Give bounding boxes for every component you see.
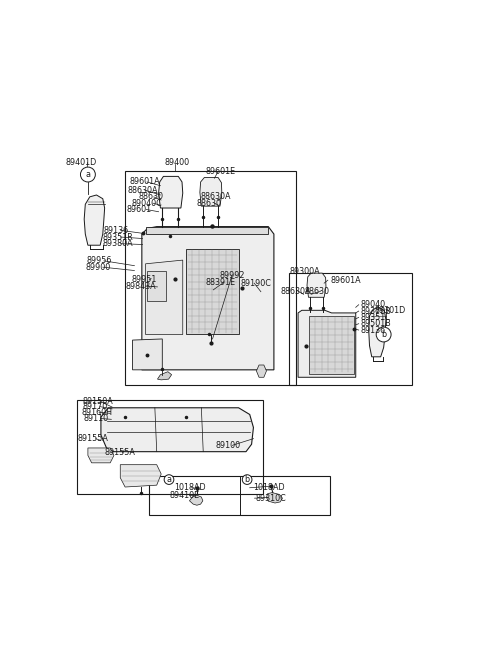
Text: 89380A: 89380A	[103, 239, 133, 248]
Polygon shape	[132, 339, 162, 370]
Bar	[134, 343, 160, 368]
Polygon shape	[266, 493, 282, 503]
Polygon shape	[298, 310, 356, 377]
Text: 1018AD: 1018AD	[175, 483, 206, 493]
Polygon shape	[190, 495, 203, 505]
Text: 89136: 89136	[360, 326, 386, 335]
Text: 89601: 89601	[127, 205, 152, 214]
Text: 89992: 89992	[219, 271, 245, 280]
Polygon shape	[157, 371, 172, 380]
Polygon shape	[200, 178, 222, 206]
Text: 89410E: 89410E	[170, 491, 200, 500]
Text: 88630A: 88630A	[281, 287, 312, 296]
Text: 89190C: 89190C	[240, 278, 271, 288]
Text: 89160H: 89160H	[81, 408, 112, 417]
Circle shape	[164, 475, 174, 485]
Text: 89300A: 89300A	[290, 267, 321, 276]
Text: 89310C: 89310C	[255, 494, 286, 502]
Text: 89040: 89040	[360, 300, 386, 309]
Text: b: b	[381, 330, 386, 339]
Polygon shape	[84, 195, 105, 245]
Circle shape	[242, 475, 252, 485]
Polygon shape	[101, 408, 253, 452]
Text: 89100: 89100	[216, 441, 240, 450]
Text: 89351L: 89351L	[360, 313, 390, 322]
Polygon shape	[120, 464, 161, 487]
Text: 89951: 89951	[132, 275, 157, 284]
Text: 89040C: 89040C	[132, 198, 162, 208]
Polygon shape	[88, 448, 114, 463]
Polygon shape	[145, 227, 268, 234]
Polygon shape	[142, 227, 274, 370]
Text: 89351R: 89351R	[103, 233, 133, 242]
Text: 88630A: 88630A	[128, 185, 158, 195]
Bar	[289, 273, 411, 384]
Text: 89301D: 89301D	[374, 306, 406, 315]
Text: 89110: 89110	[84, 414, 108, 423]
Circle shape	[81, 167, 96, 182]
Text: 88630: 88630	[197, 198, 222, 208]
Text: 89136: 89136	[104, 226, 129, 235]
Bar	[77, 400, 263, 495]
Text: 88630: 88630	[305, 287, 330, 296]
Polygon shape	[369, 308, 386, 357]
Bar	[149, 476, 330, 515]
Text: 89155A: 89155A	[105, 448, 135, 457]
Text: 89900: 89900	[85, 263, 110, 272]
Text: 89370B: 89370B	[360, 307, 391, 316]
Text: 1018AD: 1018AD	[252, 483, 284, 493]
Text: b: b	[244, 475, 250, 484]
Text: 89601A: 89601A	[130, 178, 161, 187]
Text: 88630: 88630	[138, 193, 163, 201]
Text: 89601A: 89601A	[330, 276, 360, 285]
Text: 89501B: 89501B	[360, 319, 391, 328]
Text: 88630A: 88630A	[201, 193, 231, 201]
Polygon shape	[145, 260, 183, 335]
Text: 89400: 89400	[164, 158, 189, 167]
Polygon shape	[309, 316, 354, 373]
Text: a: a	[85, 170, 90, 179]
Polygon shape	[186, 249, 239, 335]
Text: 89155A: 89155A	[78, 434, 109, 443]
Text: 89170: 89170	[83, 402, 108, 411]
Text: 89956: 89956	[87, 256, 112, 265]
Text: a: a	[167, 475, 171, 484]
Bar	[125, 171, 296, 384]
Polygon shape	[307, 273, 326, 297]
Text: 89150A: 89150A	[83, 397, 113, 406]
Text: 89401D: 89401D	[66, 158, 97, 167]
Polygon shape	[147, 271, 166, 301]
Circle shape	[376, 327, 391, 342]
Text: 89843A: 89843A	[125, 282, 156, 291]
Polygon shape	[256, 365, 266, 377]
Text: 89601E: 89601E	[205, 167, 235, 176]
Polygon shape	[158, 176, 183, 208]
Text: 88391E: 88391E	[205, 278, 235, 287]
